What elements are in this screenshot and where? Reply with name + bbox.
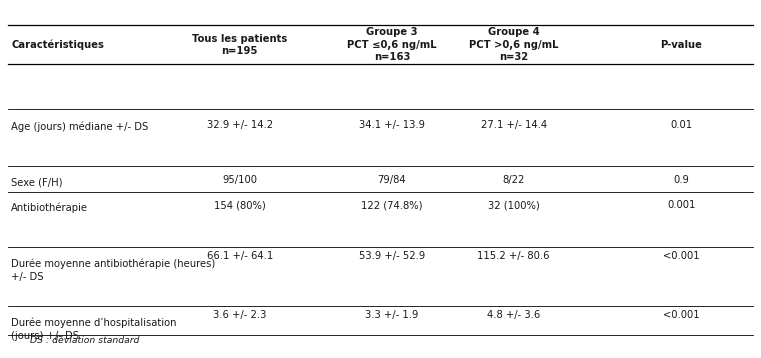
Text: Tous les patients
n=195: Tous les patients n=195 [192, 34, 288, 56]
Text: Caractéristiques: Caractéristiques [11, 39, 104, 50]
Text: 0.9: 0.9 [673, 175, 689, 185]
Text: Durée moyenne d’hospitalisation
(jours) +/- DS: Durée moyenne d’hospitalisation (jours) … [11, 318, 177, 341]
Text: Sexe (F/H): Sexe (F/H) [11, 177, 63, 187]
Text: 95/100: 95/100 [222, 175, 257, 185]
Text: Durée moyenne antibiothérapie (heures)
+/- DS: Durée moyenne antibiothérapie (heures) +… [11, 258, 215, 282]
Text: 79/84: 79/84 [377, 175, 406, 185]
Text: Groupe 3
PCT ≤0,6 ng/mL
n=163: Groupe 3 PCT ≤0,6 ng/mL n=163 [347, 27, 437, 62]
Text: Age (jours) médiane +/- DS: Age (jours) médiane +/- DS [11, 122, 148, 132]
Text: 34.1 +/- 13.9: 34.1 +/- 13.9 [359, 120, 425, 130]
Text: 154 (80%): 154 (80%) [214, 200, 266, 211]
Text: Antibiothérapie: Antibiothérapie [11, 202, 88, 213]
Text: 27.1 +/- 14.4: 27.1 +/- 14.4 [481, 120, 546, 130]
Text: 32.9 +/- 14.2: 32.9 +/- 14.2 [207, 120, 272, 130]
Text: <0.001: <0.001 [663, 310, 699, 320]
Text: P-value: P-value [660, 40, 702, 50]
Text: 0.001: 0.001 [667, 200, 696, 211]
Text: 4.8 +/- 3.6: 4.8 +/- 3.6 [487, 310, 540, 320]
Text: 66.1 +/- 64.1: 66.1 +/- 64.1 [206, 251, 273, 261]
Text: <0.001: <0.001 [663, 251, 699, 261]
Text: 32 (100%): 32 (100%) [488, 200, 540, 211]
Text: 53.9 +/- 52.9: 53.9 +/- 52.9 [358, 251, 425, 261]
Text: 122 (74.8%): 122 (74.8%) [361, 200, 422, 211]
Text: 0.01: 0.01 [670, 120, 693, 130]
Text: Groupe 4
PCT >0,6 ng/mL
n=32: Groupe 4 PCT >0,6 ng/mL n=32 [469, 27, 559, 62]
Text: 3.3 +/- 1.9: 3.3 +/- 1.9 [365, 310, 419, 320]
Text: 115.2 +/- 80.6: 115.2 +/- 80.6 [477, 251, 550, 261]
Text: DS : déviation standard: DS : déviation standard [30, 337, 140, 345]
Text: 8/22: 8/22 [502, 175, 525, 185]
Text: 3.6 +/- 2.3: 3.6 +/- 2.3 [213, 310, 266, 320]
